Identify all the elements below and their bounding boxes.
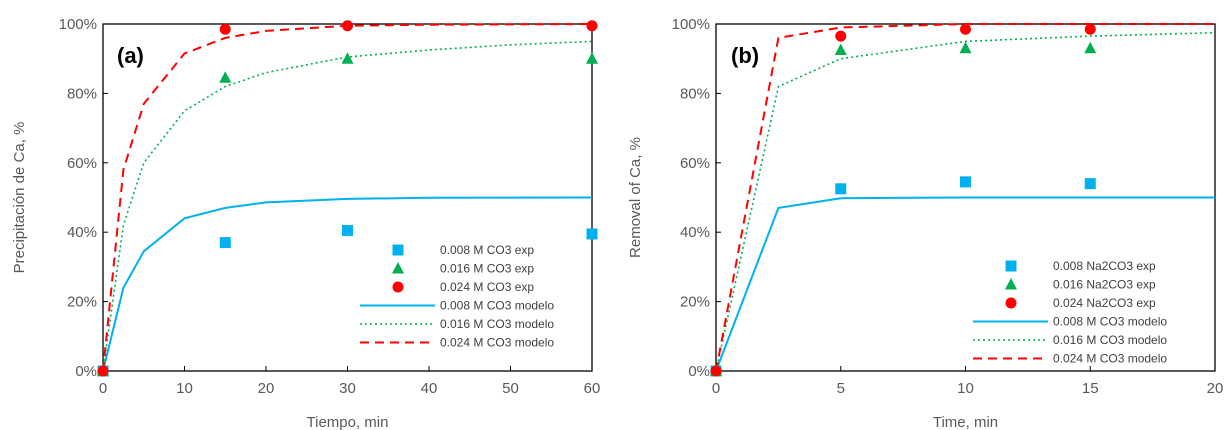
y-axis-title: Removal of Ca, % [627, 137, 644, 258]
legend-marker [1005, 260, 1017, 272]
legend-marker [392, 262, 404, 274]
legend-label: 0.024 Na2CO3 exp [1053, 296, 1156, 310]
x-tick-label: 0 [712, 380, 720, 397]
legend-label: 0.016 M CO3 modelo [440, 317, 554, 331]
legend-label: 0.016 Na2CO3 exp [1053, 278, 1156, 292]
series-line-0.008-m-co3-modelo [102, 196, 593, 372]
x-tick-label: 10 [176, 380, 193, 397]
y-tick-label: 20% [67, 294, 97, 311]
y-tick-label: 40% [680, 224, 710, 241]
data-point-triangle [341, 52, 354, 64]
data-point-circle [97, 365, 109, 377]
legend-marker [1005, 297, 1017, 309]
series-line-0.016-m-co3-modelo [102, 40, 593, 372]
data-point-square [219, 237, 231, 249]
x-tick-label: 10 [957, 380, 974, 397]
data-point-square [835, 183, 847, 195]
chart-panel-a: 0% 20% 40% 60% 80% 100% 0 10 20 30 40 50 60 Tiempo, m… [11, 16, 600, 430]
y-tick-label: 60% [680, 155, 710, 172]
legend-label: 0.024 M CO3 modelo [1053, 352, 1167, 366]
legend: 0.008 M CO3 exp 0.016 M CO3 exp 0.024 M CO… [360, 243, 554, 350]
data-point-circle [342, 20, 353, 32]
y-tick-label: 60% [67, 155, 97, 172]
y-tick-label: 0% [688, 363, 710, 380]
series-line-0.016-m-co3-modelo [715, 31, 1216, 372]
series-line-0.024-m-co3-modelo [102, 23, 593, 372]
x-tick-label: 30 [339, 380, 356, 397]
data-point-triangle [834, 43, 847, 56]
data-point-circle [710, 365, 722, 377]
y-tick-label: 20% [680, 294, 710, 311]
legend-marker [392, 244, 404, 256]
data-point-circle [1084, 23, 1096, 35]
x-tick-label: 5 [837, 380, 845, 397]
legend-label: 0.024 M CO3 exp [440, 280, 534, 294]
legend-label: 0.016 M CO3 exp [440, 262, 534, 276]
data-point-square [1084, 178, 1096, 190]
data-point-triangle [1084, 41, 1097, 54]
legend-label: 0.008 M CO3 modelo [1053, 315, 1167, 329]
x-tick-label: 20 [1207, 380, 1224, 397]
chart-panel-b: 0% 20% 40% 60% 80% 100% 0 5 10 15 20 Time, min Remov… [627, 16, 1223, 430]
data-point-circle [835, 30, 847, 42]
y-axis-title: Precipitación de Ca, % [11, 122, 28, 274]
x-tick-label: 60 [584, 380, 601, 397]
y-tick-label: 0% [75, 363, 97, 380]
y-tick-label: 100% [672, 16, 710, 33]
data-point-circle [586, 20, 598, 32]
y-tick-label: 100% [59, 16, 97, 33]
data-point-square [586, 228, 598, 240]
x-tick-label: 50 [502, 380, 519, 397]
x-tick-label: 20 [258, 380, 275, 397]
x-axis-title: Time, min [933, 414, 998, 430]
data-point-square [960, 176, 971, 188]
legend-marker [1005, 278, 1017, 290]
legend: 0.008 Na2CO3 exp 0.016 Na2CO3 exp 0.024 Na… [973, 259, 1167, 366]
series-line-0.008-m-co3-modelo [715, 196, 1215, 372]
data-point-circle [219, 23, 231, 35]
x-tick-label: 15 [1082, 380, 1099, 397]
panel-label: (a) [117, 43, 144, 68]
data-point-square [342, 224, 353, 236]
y-tick-label: 40% [67, 224, 97, 241]
panel-label: (b) [731, 43, 759, 68]
legend-label: 0.008 M CO3 exp [440, 243, 534, 257]
legend-marker [392, 281, 404, 293]
y-tick-label: 80% [67, 85, 97, 102]
data-point-triangle [586, 52, 598, 64]
x-tick-label: 0 [99, 380, 107, 397]
y-tick-label: 80% [680, 85, 710, 102]
legend-label: 0.016 M CO3 modelo [1053, 333, 1167, 347]
data-point-triangle [219, 71, 232, 83]
x-tick-label: 40 [421, 380, 438, 397]
legend-label: 0.008 Na2CO3 exp [1053, 259, 1156, 273]
data-point-triangle [959, 41, 972, 54]
legend-label: 0.024 M CO3 modelo [440, 336, 554, 350]
x-axis-title: Tiempo, min [307, 414, 389, 430]
data-point-circle [960, 23, 971, 35]
legend-label: 0.008 M CO3 modelo [440, 299, 554, 313]
